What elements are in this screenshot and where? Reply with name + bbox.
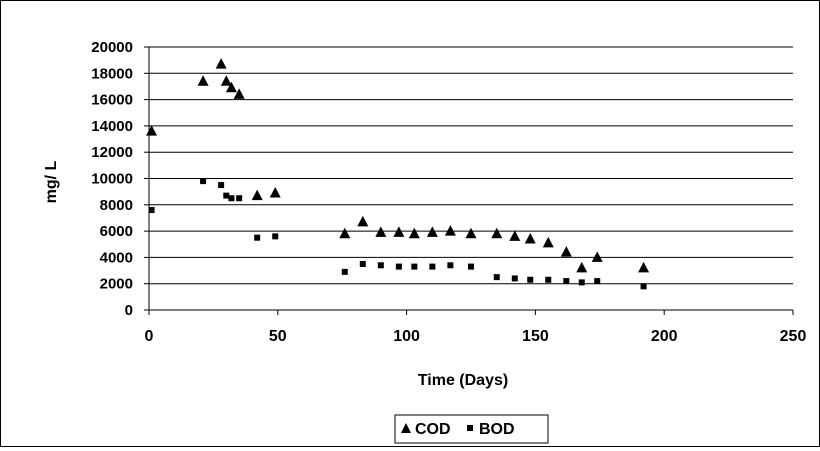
cod-point [215,58,227,69]
legend-cod-label: COD [415,421,451,438]
cod-point [638,261,650,273]
bod-point [493,274,500,281]
y-tick-labels: 0 2000 4000 6000 8000 10000 12000 14000 16000 180… [91,39,133,319]
bod-point [411,263,418,270]
bod-point [511,275,518,282]
y-tick-label: 2000 [100,276,133,293]
bod-point [148,207,155,214]
bod-point [254,234,261,241]
x-axis-label: Time (Days) [418,372,508,389]
bod-point [468,263,474,270]
cod-point [269,186,281,198]
cod-point [560,246,572,257]
x-tick-label: 150 [522,328,549,345]
bod-point [359,260,366,267]
bod-point [395,263,402,270]
bod-point [218,182,225,189]
bod-point [640,283,647,290]
bod-point [594,278,601,285]
cod-point [197,75,209,86]
y-tick-label: 8000 [100,197,133,214]
cod-point [491,227,503,239]
data-points [146,58,650,290]
bod-point [223,192,230,199]
bod-point [341,268,348,275]
bod-point [429,263,436,270]
bod-point [377,262,384,269]
bod-point [272,233,279,240]
cod-point [524,232,536,244]
bod-point [228,195,235,202]
cod-point [251,189,263,201]
cod-point [576,261,588,273]
grid-lines [149,46,793,285]
x-tick-labels: 0 50 100 150 200 250 [145,328,807,345]
legend-bod-label: BOD [479,421,515,438]
x-tick-label: 50 [269,328,287,345]
bod-point [545,276,552,283]
x-tick-label: 100 [393,328,420,345]
y-axis-label: mg/ L [43,160,60,203]
x-tick-label: 0 [145,328,154,345]
bod-point [563,278,570,285]
cod-point [542,236,554,248]
cod-point [509,230,521,241]
cod-point [220,75,232,86]
cod-point [465,227,477,239]
cod-point [426,226,438,237]
y-tick-label: 12000 [91,144,133,161]
cod-point [444,225,456,236]
cod-point [375,226,387,237]
x-tick-label: 200 [651,328,678,345]
y-tick-label: 10000 [91,171,133,188]
cod-point [591,251,603,262]
y-tick-label: 18000 [91,65,133,82]
bod-point [578,279,585,286]
legend-bod-marker [467,425,473,431]
y-tick-label: 16000 [91,92,133,109]
y-tick-label: 0 [125,302,133,319]
legend: COD BOD [394,414,549,444]
x-tick-label: 250 [780,328,807,345]
axes [144,46,794,315]
cod-point [357,215,369,227]
cod-point [225,81,237,93]
y-tick-label: 14000 [91,118,133,135]
cod-point [233,88,245,99]
cod-point [393,226,405,237]
bod-point [447,262,454,269]
legend-cod-marker [401,423,411,433]
cod-point [408,227,420,239]
bod-point [200,178,207,185]
bod-point [236,195,243,202]
y-tick-label: 6000 [100,223,133,240]
y-tick-label: 4000 [100,249,133,266]
cod-point [146,125,158,136]
cod-point [339,227,351,239]
y-tick-label: 20000 [91,39,133,56]
bod-point [527,276,534,283]
